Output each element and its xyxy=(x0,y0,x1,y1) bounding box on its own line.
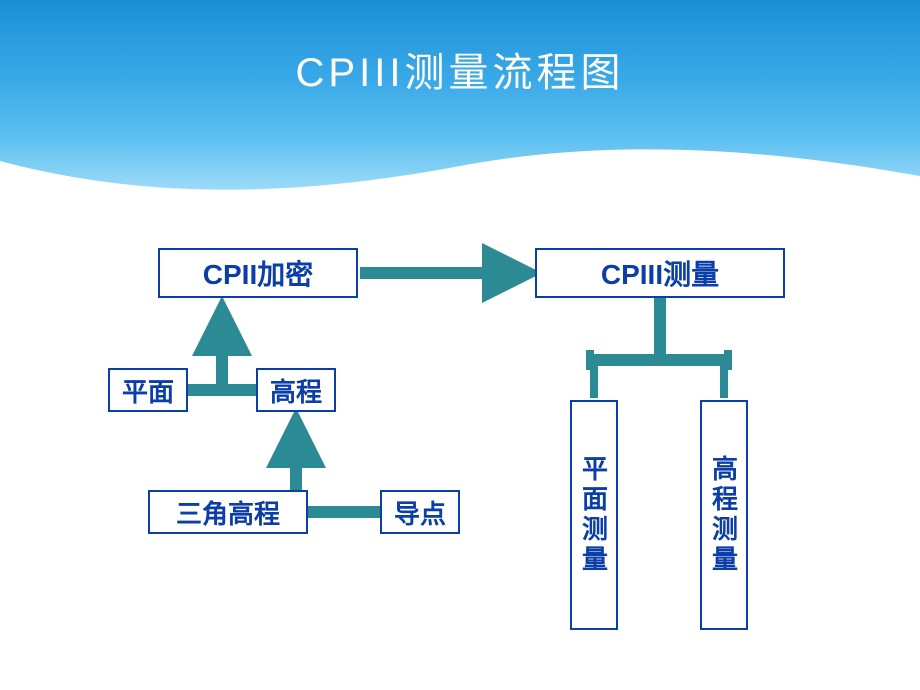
node-cpii-label: CPII加密 xyxy=(203,253,313,293)
node-tri-label: 三角高程 xyxy=(176,494,280,531)
node-cpii: CPII加密 xyxy=(158,248,358,298)
slide-header: CPIII测量流程图 xyxy=(0,0,920,200)
node-guide-label: 导点 xyxy=(394,494,446,531)
header-wave xyxy=(0,141,920,201)
node-guide: 导点 xyxy=(380,490,460,534)
node-v-elev: 高程测量 xyxy=(700,400,748,630)
node-tri: 三角高程 xyxy=(148,490,308,534)
node-v-plane-label: 平面测量 xyxy=(576,455,613,575)
node-elev: 高程 xyxy=(256,368,336,412)
node-elev-label: 高程 xyxy=(270,372,322,409)
node-plane: 平面 xyxy=(108,368,188,412)
node-v-plane: 平面测量 xyxy=(570,400,618,630)
node-plane-label: 平面 xyxy=(122,372,174,409)
node-cpiii-label: CPIII测量 xyxy=(601,253,719,293)
node-v-elev-label: 高程测量 xyxy=(706,455,743,575)
node-cpiii: CPIII测量 xyxy=(535,248,785,298)
flowchart-diagram: CPII加密 CPIII测量 平面 高程 三角高程 导点 平面测量 高程测量 xyxy=(0,220,920,690)
